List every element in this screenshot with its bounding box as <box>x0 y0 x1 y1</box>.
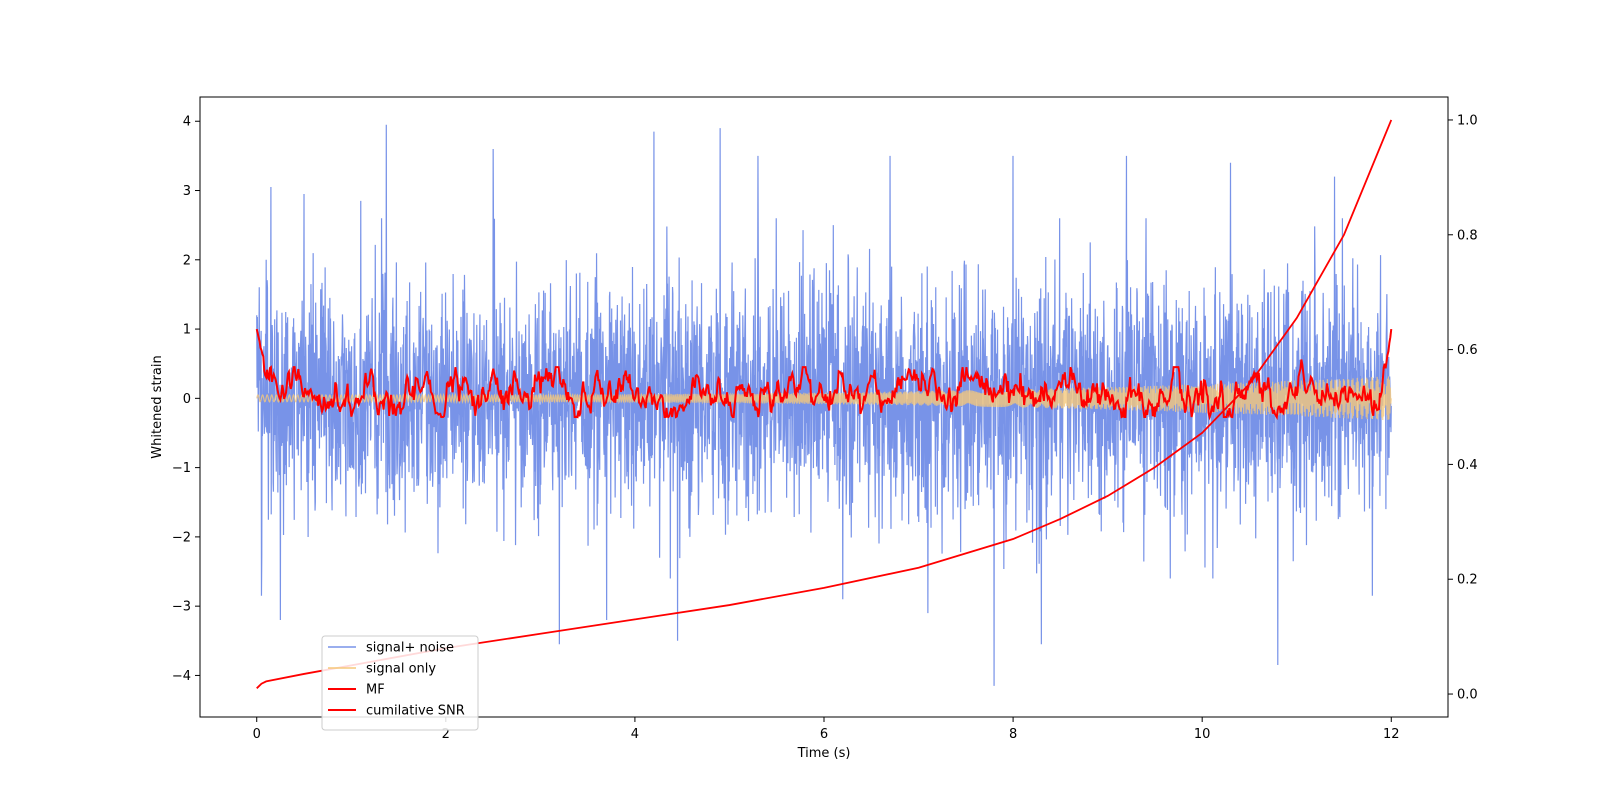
x-tick-label: 2 <box>442 727 450 742</box>
x-axis-ticks: 0 2 4 6 8 10 12 <box>253 717 1400 742</box>
legend: signal+ noise signal only MF cumilative SNR <box>321 635 479 731</box>
x-tick-label: 6 <box>820 727 828 742</box>
y-tick-label: −1 <box>172 461 191 476</box>
legend-label: signal+ noise <box>366 641 454 656</box>
y-tick-label: −2 <box>172 530 191 545</box>
x-tick-label: 4 <box>631 727 639 742</box>
y2-tick-label: 0.6 <box>1457 343 1478 358</box>
x-tick-label: 8 <box>1009 727 1017 742</box>
y-tick-label: −4 <box>172 669 191 684</box>
y-tick-label: −3 <box>172 600 191 615</box>
x-tick-label: 10 <box>1194 727 1211 742</box>
y-tick-label: 1 <box>183 323 191 338</box>
x-tick-label: 12 <box>1383 727 1400 742</box>
y2-tick-label: 0.0 <box>1457 688 1478 703</box>
series-line-signal-noise <box>256 124 1392 686</box>
y-tick-label: 0 <box>183 392 191 407</box>
x-axis-label: Time (s) <box>797 746 851 761</box>
y-tick-label: 3 <box>183 184 191 199</box>
series-line-mf <box>255 328 1393 421</box>
legend-label: cumilative SNR <box>366 704 465 719</box>
y-axis-ticks: −4 −3 −2 −1 0 1 2 3 4 <box>172 115 200 684</box>
legend-label: signal only <box>366 662 436 677</box>
y2-axis-ticks: 0.0 0.2 0.4 0.6 0.8 1.0 <box>1448 113 1478 703</box>
series-line-cumulative-snr <box>256 119 1393 689</box>
y2-tick-label: 1.0 <box>1457 113 1478 128</box>
legend-box <box>321 635 479 731</box>
x-tick-label: 0 <box>253 727 261 742</box>
y2-tick-label: 0.8 <box>1457 228 1478 243</box>
legend-label: MF <box>366 683 385 698</box>
y2-tick-label: 0.4 <box>1457 458 1478 473</box>
series-layer <box>255 119 1393 689</box>
y2-tick-label: 0.2 <box>1457 573 1478 588</box>
y-tick-label: 4 <box>183 115 191 130</box>
y-axis-label: Whitened strain <box>150 355 165 458</box>
y-tick-label: 2 <box>183 253 191 268</box>
